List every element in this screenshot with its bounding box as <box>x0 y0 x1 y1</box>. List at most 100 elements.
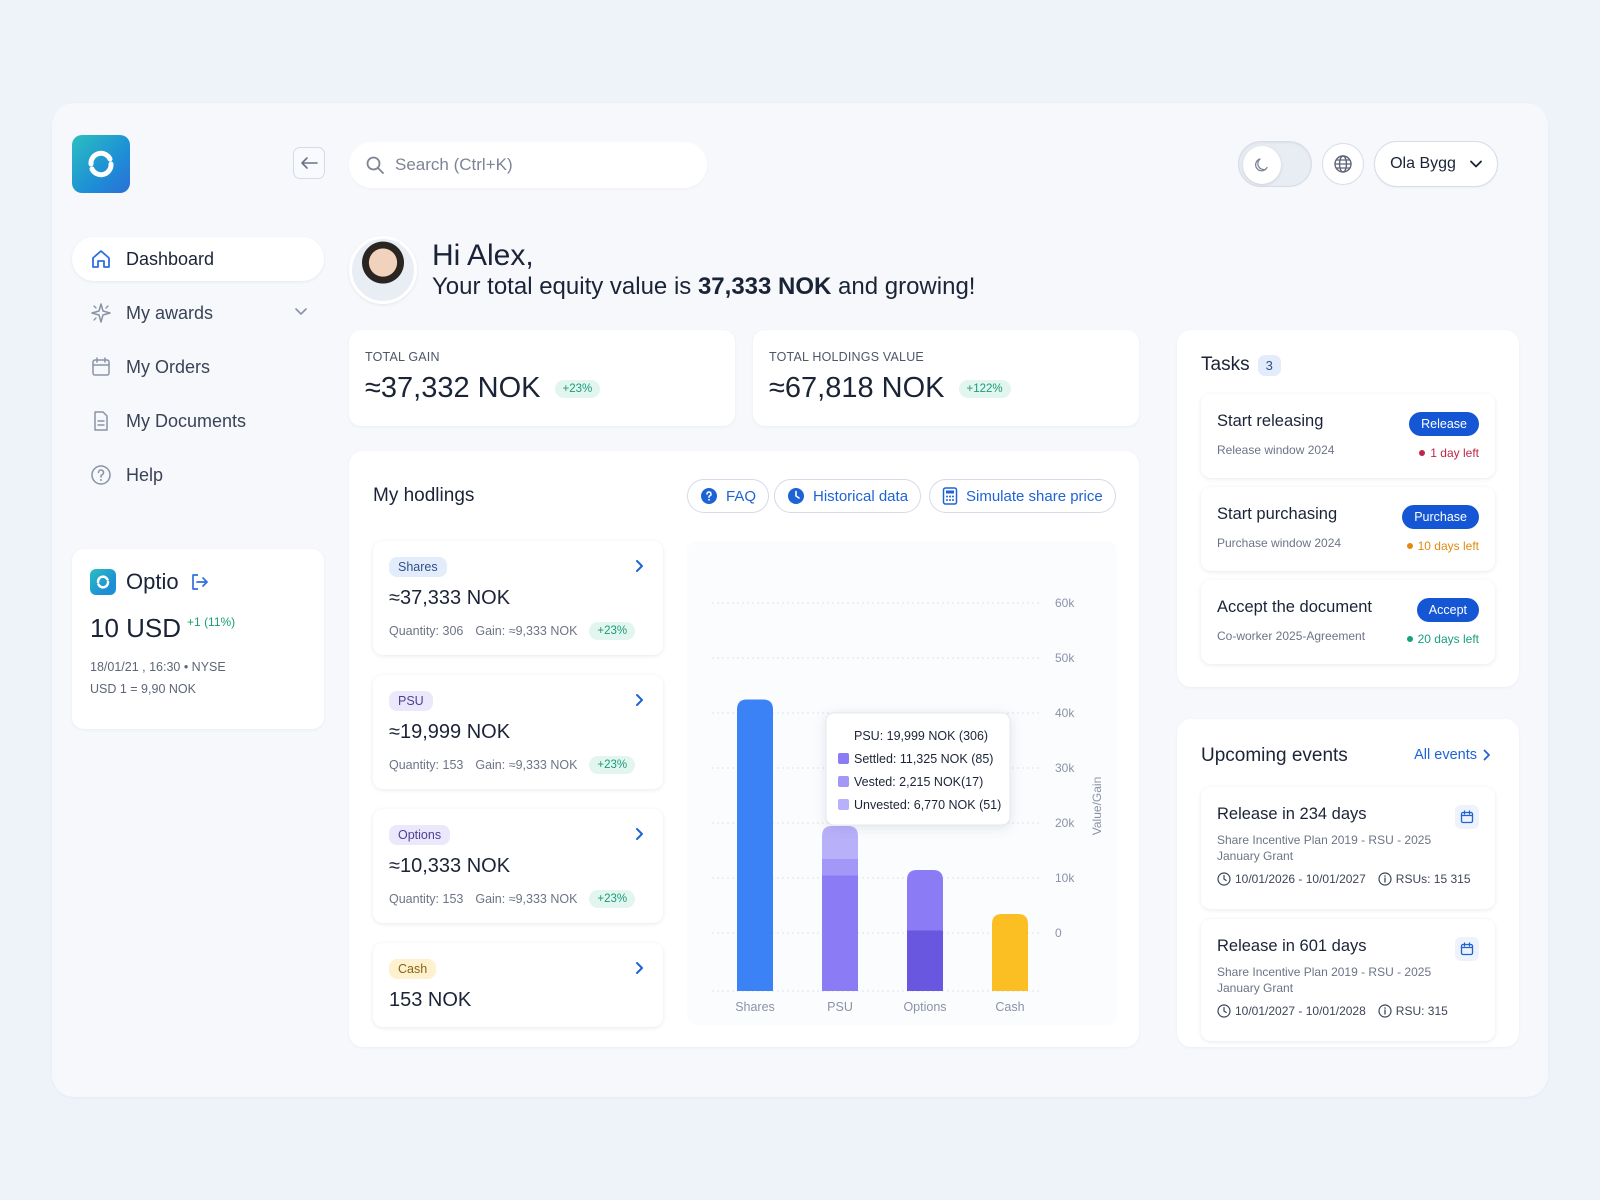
stock-timestamp: 18/01/21 , 16:30 • NYSE <box>90 660 226 674</box>
due-dot <box>1406 636 1413 642</box>
bar-options-segment[interactable] <box>907 930 943 992</box>
bar-psu-segment[interactable] <box>822 859 858 876</box>
change-badge: +23% <box>554 379 601 398</box>
historical-data-button[interactable]: Historical data <box>774 479 922 513</box>
holdings-bar-chart: 60k 50k 40k 30k 20k 10k 0 Value/Gain Shares PSU Op… <box>712 596 1104 1014</box>
release-button[interactable]: Release <box>1409 412 1479 436</box>
asset-card-options[interactable]: Options ≈10,333 NOK Quantity: 153 Gain: … <box>373 809 663 923</box>
task-due: 1 day left <box>1419 446 1479 460</box>
x-tick-label: Cash <box>995 1000 1024 1014</box>
chevron-down-icon[interactable] <box>294 304 308 318</box>
chevron-right-icon[interactable] <box>635 827 645 841</box>
simulate-share-price-button[interactable]: Simulate share price <box>929 479 1116 513</box>
greeting-suffix: and growing! <box>831 273 976 300</box>
collapse-sidebar-button[interactable] <box>293 147 325 179</box>
sidebar-item-my-orders[interactable]: My Orders <box>72 345 324 389</box>
arrow-left-icon <box>301 157 318 169</box>
asset-value: ≈10,333 NOK <box>389 855 511 877</box>
event-dates: 10/01/2026 - 10/01/2027 <box>1235 872 1366 886</box>
task-subtitle: Co-worker 2025-Agreement <box>1217 629 1366 643</box>
asset-meta: Quantity: 153 Gain: ≈9,333 NOK +23% <box>389 890 647 908</box>
task-due-label: 10 days left <box>1417 539 1479 553</box>
x-tick-label: PSU <box>827 1000 853 1014</box>
stat-value-row: ≈37,332 NOK +23% <box>365 372 719 405</box>
sidebar-item-my-documents[interactable]: My Documents <box>72 399 324 443</box>
document-icon <box>94 411 108 431</box>
change-badge: +122% <box>958 379 1011 398</box>
task-card[interactable]: Start purchasing Purchase window 2024 Pu… <box>1201 487 1495 571</box>
simulate-label: Simulate share price <box>966 487 1103 505</box>
external-link-icon[interactable] <box>189 572 209 592</box>
holdings-panel: My hodlings FAQ Historical data S <box>349 451 1139 1047</box>
app-logo[interactable] <box>72 135 130 193</box>
bar-psu-segment[interactable] <box>822 875 858 992</box>
asset-meta: Quantity: 306 Gain: ≈9,333 NOK +23% <box>389 622 647 640</box>
language-button[interactable] <box>1322 143 1364 185</box>
asset-gain: Gain: ≈9,333 NOK <box>475 624 578 638</box>
avatar[interactable] <box>349 236 417 304</box>
event-calendar-button[interactable] <box>1455 937 1479 961</box>
tooltip-swatch <box>838 753 849 764</box>
calendar-icon <box>1460 810 1474 824</box>
event-meta: 10/01/2027 - 10/01/2028 RSU: 315 <box>1217 1004 1479 1018</box>
info-icon <box>1378 1004 1392 1018</box>
asset-card-cash[interactable]: Cash 153 NOK <box>373 943 663 1027</box>
event-calendar-button[interactable] <box>1455 805 1479 829</box>
task-name: Start purchasing <box>1217 505 1338 523</box>
tasks-title: Tasks <box>1201 354 1250 375</box>
moon-icon <box>1255 158 1268 172</box>
sidebar-item-help[interactable]: Help <box>72 453 324 497</box>
greeting-value: 37,333 NOK <box>697 273 832 300</box>
task-card[interactable]: Start releasing Release window 2024 Rele… <box>1201 394 1495 478</box>
purchase-button[interactable]: Purchase <box>1402 505 1479 529</box>
bar-cash-segment[interactable] <box>992 914 1028 991</box>
event-title: Release in 234 days <box>1217 805 1367 823</box>
task-subtitle: Purchase window 2024 <box>1217 536 1342 550</box>
clock-icon <box>788 488 804 504</box>
search-bar[interactable] <box>349 142 707 188</box>
chevron-right-icon[interactable] <box>635 693 645 707</box>
sidebar-item-dashboard[interactable]: Dashboard <box>72 237 324 281</box>
all-events-link[interactable]: All events <box>1414 747 1491 763</box>
chevron-right-icon[interactable] <box>635 559 645 573</box>
total-gain-card: TOTAL GAIN ≈37,332 NOK +23% <box>349 330 735 426</box>
theme-toggle[interactable] <box>1238 141 1312 187</box>
bar-shares-segment[interactable] <box>737 699 773 992</box>
bar-options-segment[interactable] <box>907 870 943 931</box>
faq-button[interactable]: FAQ <box>687 479 770 513</box>
asset-tag: Cash <box>389 959 437 979</box>
change-badge: +23% <box>589 756 636 774</box>
stock-meta: 18/01/21 , 16:30 • NYSE USD 1 = 9,90 NOK <box>90 656 306 700</box>
stat-value-row: ≈67,818 NOK +122% <box>769 372 1123 405</box>
clock-icon <box>1217 1004 1231 1018</box>
total-holdings-card: TOTAL HOLDINGS VALUE ≈67,818 NOK +122% <box>753 330 1139 426</box>
bar-psu-segment[interactable] <box>822 826 858 859</box>
calendar-icon <box>1460 942 1474 956</box>
event-card[interactable]: Release in 234 days Share Incentive Plan… <box>1201 787 1495 909</box>
tasks-count-badge: 3 <box>1257 354 1281 376</box>
asset-value: ≈37,333 NOK <box>389 587 511 609</box>
asset-tag: PSU <box>389 691 433 711</box>
all-events-label: All events <box>1414 747 1477 763</box>
asset-quantity: Quantity: 153 <box>389 758 464 772</box>
stat-value: ≈37,332 NOK <box>365 372 541 404</box>
help-circle-icon <box>701 488 717 504</box>
search-input[interactable] <box>395 155 675 175</box>
tooltip-swatch <box>838 776 849 787</box>
historical-label: Historical data <box>813 487 909 505</box>
task-due: 20 days left <box>1406 632 1479 646</box>
asset-card-shares[interactable]: Shares ≈37,333 NOK Quantity: 306 Gain: ≈… <box>373 541 663 655</box>
y-tick-label: 40k <box>1055 706 1075 720</box>
due-dot <box>1419 450 1426 456</box>
sidebar-item-my-awards[interactable]: My awards <box>72 291 324 335</box>
chevron-right-icon[interactable] <box>635 961 645 975</box>
user-menu[interactable]: Ola Bygg <box>1374 141 1498 187</box>
search-icon <box>366 156 384 174</box>
y-axis-label: Value/Gain <box>1090 777 1104 835</box>
accept-button[interactable]: Accept <box>1416 598 1479 622</box>
task-card[interactable]: Accept the document Co-worker 2025-Agree… <box>1201 580 1495 664</box>
asset-card-psu[interactable]: PSU ≈19,999 NOK Quantity: 153 Gain: ≈9,3… <box>373 675 663 789</box>
event-card[interactable]: Release in 601 days Share Incentive Plan… <box>1201 919 1495 1041</box>
faq-label: FAQ <box>726 487 757 505</box>
home-icon <box>92 250 110 268</box>
